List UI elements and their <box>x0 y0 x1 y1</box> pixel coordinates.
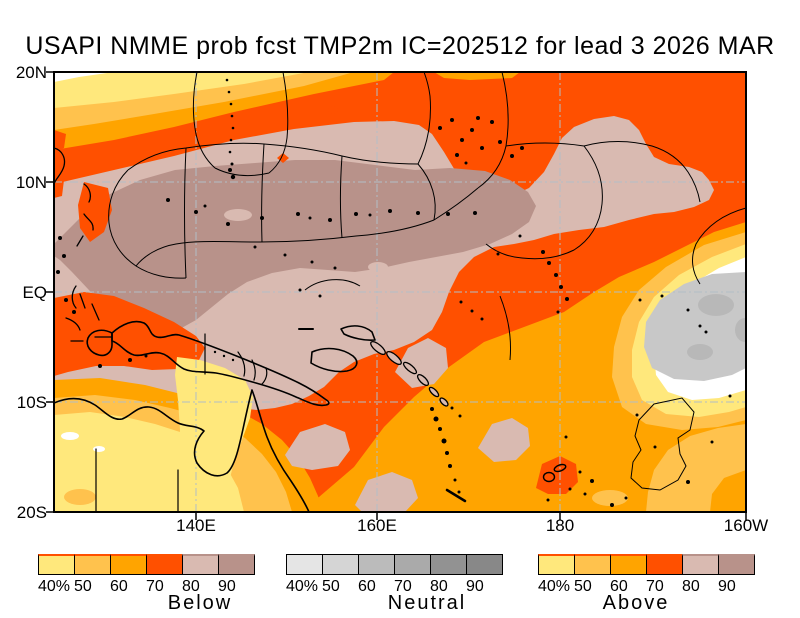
lon-tick-label-180: 180 <box>545 516 575 535</box>
colorbar-tick-label: 60 <box>358 578 376 595</box>
colorbar-swatch <box>466 554 503 575</box>
colorbar-swatch <box>74 554 111 575</box>
colorbar-below-swatches <box>38 554 255 575</box>
colorbar-swatch <box>646 554 683 575</box>
colorbar-tick-label: 80 <box>182 578 200 595</box>
colorbar-tick-label: 50 <box>574 578 592 595</box>
colorbar-tick-label: 70 <box>146 578 164 595</box>
colorbar-swatch <box>218 554 255 575</box>
colorbar-above: 40% 50 60 70 80 90 <box>538 554 755 595</box>
colorbar-swatch <box>682 554 719 575</box>
colorbar-neutral: 40% 50 60 70 80 90 <box>286 554 503 595</box>
colorbar-title-neutral: Neutral <box>387 592 467 614</box>
axis-ticks <box>46 71 747 520</box>
colorbar-tick-label: 40% <box>38 578 71 595</box>
colorbar-tick-label: 90 <box>718 578 736 595</box>
colorbar-above-swatches <box>538 554 755 575</box>
colorbar-below: 40% 50 60 70 80 90 <box>38 554 255 595</box>
colorbar-swatch <box>286 554 323 575</box>
colorbar-title-above: Above <box>602 592 670 614</box>
colorbar-swatch <box>322 554 359 575</box>
colorbar-tick-label: 80 <box>430 578 448 595</box>
lat-tick-label-eq: EQ <box>22 283 47 302</box>
solomon-islands-outline <box>370 340 449 407</box>
colorbar-swatch <box>182 554 219 575</box>
colorbar-swatch <box>610 554 647 575</box>
gridlines <box>54 72 746 512</box>
colorbar-tick-label: 80 <box>682 578 700 595</box>
colorbar-swatch <box>358 554 395 575</box>
colorbar-swatch <box>394 554 431 575</box>
colorbar-above-labels: 40% 50 60 70 80 90 <box>538 578 758 596</box>
australia-coastline <box>54 389 310 512</box>
colorbar-swatch <box>718 554 755 575</box>
island-marks <box>56 78 732 507</box>
colorbar-tick-label: 70 <box>646 578 664 595</box>
colorbar-tick-label: 70 <box>394 578 412 595</box>
colorbar-tick-label: 90 <box>466 578 484 595</box>
colorbar-swatch <box>574 554 611 575</box>
colorbar-title-below: Below <box>167 592 233 614</box>
lon-tick-label-140e: 140E <box>176 516 216 535</box>
map-frame <box>46 71 747 520</box>
colorbar-swatch <box>146 554 183 575</box>
colorbar-neutral-labels: 40% 50 60 70 80 90 <box>286 578 506 596</box>
lat-tick-label-20n: 20N <box>15 63 47 82</box>
colorbar-tick-label: 40% <box>286 578 319 595</box>
colorbar-tick-label: 90 <box>218 578 236 595</box>
lon-tick-label-160e: 160E <box>357 516 397 535</box>
colorbar-swatch <box>538 554 575 575</box>
colorbar-neutral-swatches <box>286 554 503 575</box>
figure-title: USAPI NMME prob fcst TMP2m IC=202512 for… <box>25 32 775 60</box>
new-guinea-coastline <box>111 320 330 407</box>
colorbar-swatch <box>430 554 467 575</box>
eez-boundaries <box>108 72 746 491</box>
colorbar-tick-label: 40% <box>538 578 571 595</box>
colorbar-swatch <box>38 554 75 575</box>
colorbar-swatch <box>110 554 147 575</box>
lat-tick-label-20s: 20S <box>16 503 47 522</box>
colorbar-tick-label: 50 <box>74 578 92 595</box>
colorbar-below-labels: 40% 50 60 70 80 90 <box>38 578 258 596</box>
coastlines <box>54 147 567 512</box>
colorbar-tick-label: 50 <box>322 578 340 595</box>
colorbar-tick-label: 60 <box>110 578 128 595</box>
lat-tick-label-10n: 10N <box>15 173 47 192</box>
lat-tick-label-10s: 10S <box>16 393 47 412</box>
lon-tick-label-160w: 160W <box>723 516 769 535</box>
colorbar-tick-label: 60 <box>610 578 628 595</box>
